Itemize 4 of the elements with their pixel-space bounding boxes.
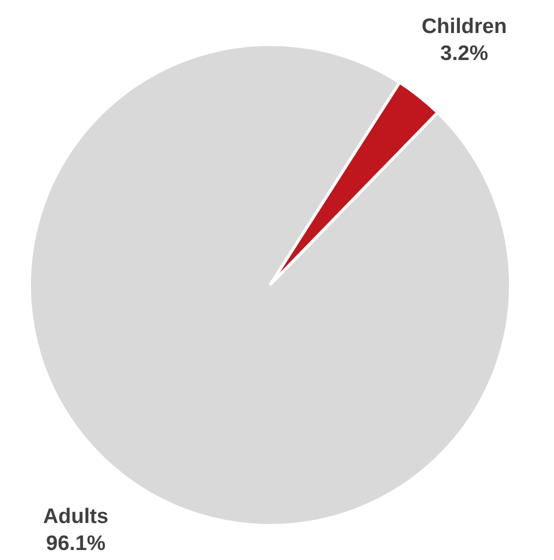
data-label: 3.2% bbox=[440, 42, 488, 65]
slice-label: Adults bbox=[43, 504, 108, 528]
data-label: 96.1% bbox=[46, 532, 106, 555]
slice-label: Children bbox=[422, 14, 507, 38]
